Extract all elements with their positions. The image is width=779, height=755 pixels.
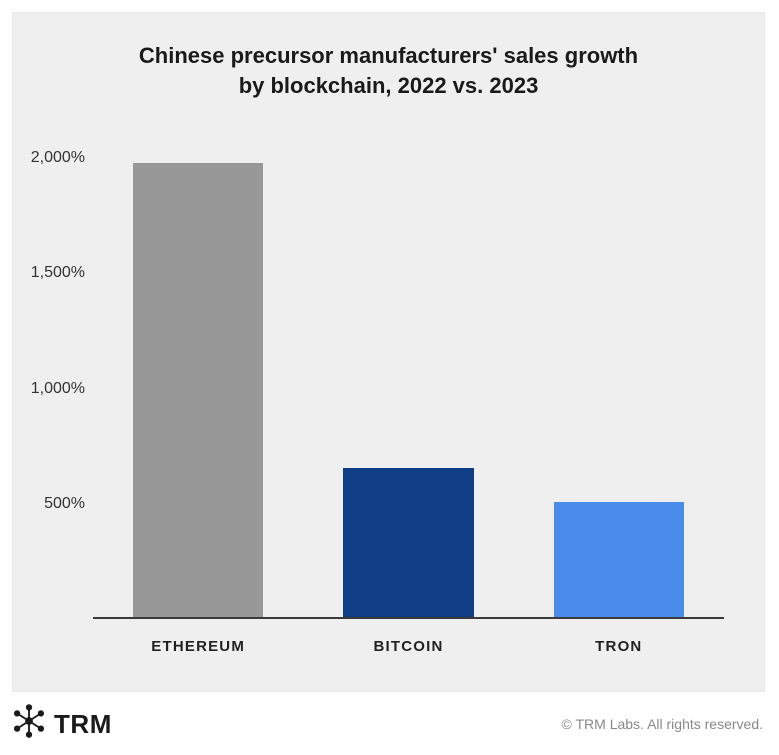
plot-area: 500%1,000%1,500%2,000% bbox=[93, 135, 724, 619]
bar-wrap bbox=[514, 135, 724, 617]
brand: TRM bbox=[12, 704, 112, 745]
chart-card: Chinese precursor manufacturers' sales g… bbox=[12, 12, 765, 692]
x-label: TRON bbox=[514, 638, 724, 655]
y-tick-label: 1,500% bbox=[25, 264, 85, 282]
bar-wrap bbox=[93, 135, 303, 617]
y-tick-label: 2,000% bbox=[25, 149, 85, 167]
brand-text: TRM bbox=[54, 709, 112, 740]
chart-title-line2: by blockchain, 2022 vs. 2023 bbox=[13, 71, 764, 101]
y-tick-label: 500% bbox=[25, 495, 85, 513]
bar-wrap bbox=[303, 135, 513, 617]
x-label: BITCOIN bbox=[303, 638, 513, 655]
brand-logo-icon bbox=[12, 704, 46, 745]
x-axis-labels: ETHEREUMBITCOINTRON bbox=[93, 638, 724, 655]
bar-tron bbox=[554, 502, 684, 617]
copyright-text: © TRM Labs. All rights reserved. bbox=[562, 716, 763, 732]
y-tick-label: 1,000% bbox=[25, 380, 85, 398]
bar-bitcoin bbox=[343, 468, 473, 617]
footer: TRM © TRM Labs. All rights reserved. bbox=[12, 702, 763, 746]
bar-ethereum bbox=[133, 163, 263, 617]
chart-title-line1: Chinese precursor manufacturers' sales g… bbox=[13, 41, 764, 71]
bars-container bbox=[93, 135, 724, 619]
x-label: ETHEREUM bbox=[93, 638, 303, 655]
chart-title: Chinese precursor manufacturers' sales g… bbox=[13, 13, 764, 100]
